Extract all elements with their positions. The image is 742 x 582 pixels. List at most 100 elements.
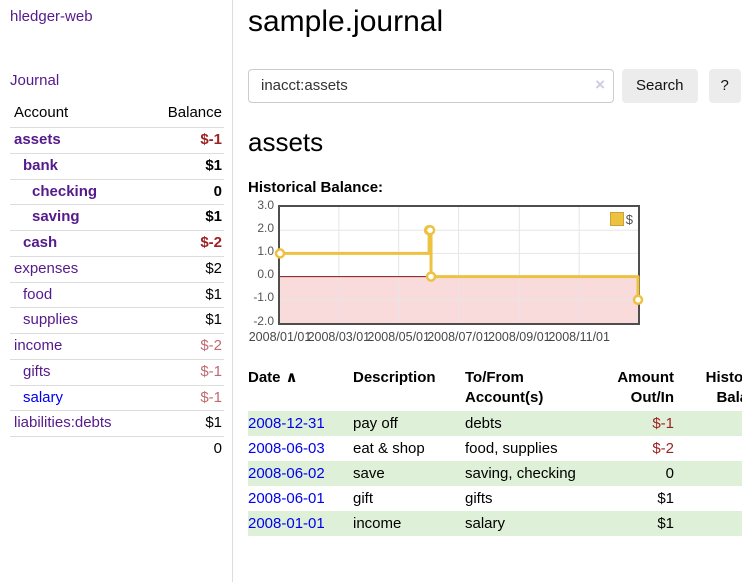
account-link-supplies[interactable]: supplies: [23, 311, 79, 329]
account-balance: $-1: [144, 385, 224, 412]
transaction-accounts: saving, checking: [465, 464, 576, 482]
y-axis-tick-label: -1.0: [253, 290, 274, 305]
account-row: assets $-1: [10, 127, 224, 154]
account-row: expenses $2: [10, 256, 224, 283]
account-link-cash[interactable]: cash: [23, 234, 58, 251]
transaction-date-link[interactable]: 2008-06-02: [248, 464, 325, 482]
register-header-label: Date: [248, 368, 281, 386]
transaction-date-link[interactable]: 2008-06-03: [248, 439, 325, 457]
account-balance: $1: [144, 153, 224, 180]
x-axis-tick-label: 2008/11/01: [548, 329, 610, 344]
account-balance: $-1: [144, 359, 224, 386]
register-table: Date ∧ Description To/From Account(s) Amount…: [248, 367, 742, 536]
sort-ascending-icon[interactable]: ∧: [285, 368, 298, 386]
account-link-food[interactable]: food: [23, 285, 53, 303]
account-row: bank $1: [10, 153, 224, 180]
transaction-description: pay off: [353, 414, 398, 432]
sidebar: hledger-web Journal Account Balance asse…: [0, 0, 233, 582]
search-box: ×: [248, 68, 614, 103]
y-axis-tick-label: 0.0: [257, 267, 274, 282]
register-header-row: Date ∧ Description To/From Account(s) Amount…: [248, 367, 742, 411]
transaction-amount: $1: [657, 514, 674, 532]
register-header-amount: Amount Out/In: [589, 367, 682, 411]
account-row: gifts $-1: [10, 359, 224, 386]
clear-search-icon[interactable]: ×: [595, 74, 605, 94]
transaction-date-link[interactable]: 2008-12-31: [248, 414, 325, 432]
register-header-date[interactable]: Date ∧: [248, 367, 353, 411]
register-header-description: Description: [353, 367, 465, 411]
account-balance: $1: [144, 204, 224, 231]
account-balance: $-2: [144, 333, 224, 360]
register-header-label: Historical Balance: [705, 368, 742, 406]
account-balance: $-1: [144, 127, 224, 154]
register-header-label: Amount Out/In: [617, 368, 674, 406]
account-row: checking 0: [10, 179, 224, 206]
accounts-header-row: Account Balance: [10, 102, 224, 128]
account-link-salary[interactable]: salary: [23, 388, 64, 406]
x-axis-tick-label: 2008/01/01: [248, 329, 312, 344]
account-balance: $1: [144, 410, 224, 437]
search-button[interactable]: Search: [622, 68, 698, 103]
chart-plot-area[interactable]: $: [274, 204, 644, 325]
account-balance: $1: [144, 307, 224, 334]
search-input[interactable]: [248, 68, 614, 103]
account-link-saving[interactable]: saving: [32, 208, 80, 226]
accounts-table: Account Balance assets $-1 bank $1 checking 0…: [10, 102, 224, 462]
transaction-accounts: food, supplies: [465, 439, 558, 457]
app-title-link[interactable]: hledger-web: [10, 8, 93, 25]
account-link-bank[interactable]: bank: [23, 156, 59, 174]
y-axis-tick-label: -2.0: [253, 313, 274, 328]
accounts-total-value: 0: [144, 435, 224, 462]
account-link-liabilities-debts[interactable]: liabilities:debts: [14, 414, 112, 432]
account-row: food $1: [10, 282, 224, 309]
transaction-amount: $-2: [652, 439, 674, 457]
transaction-description: save: [353, 464, 385, 482]
register-header-balance: Historical Balance: [682, 367, 742, 411]
y-axis-tick-label: 1.0: [257, 244, 274, 259]
transaction-description: income: [353, 514, 402, 532]
account-balance: $2: [144, 256, 224, 283]
account-balance: 0: [144, 179, 224, 206]
y-axis-tick-label: 2.0: [257, 220, 274, 235]
account-heading: assets: [248, 126, 324, 157]
accounts-header-balance: Balance: [144, 102, 224, 128]
transaction-date-link[interactable]: 2008-06-01: [248, 489, 325, 507]
y-axis-tick-label: 3.0: [257, 197, 274, 212]
account-link-expenses[interactable]: expenses: [14, 259, 79, 277]
page-title: sample.journal: [248, 5, 444, 38]
accounts-header-account: Account: [10, 102, 145, 128]
account-row: salary $-1: [10, 385, 224, 412]
search-form: × Search ?: [248, 68, 742, 103]
account-row: liabilities:debts $1: [10, 410, 224, 437]
historical-balance-chart: $ 3.0 2.0 1.0 0.0 -1.0 -2.0 2008/01/01 2008/03/…: [248, 198, 742, 351]
account-link-gifts[interactable]: gifts: [23, 362, 51, 380]
chart-legend: $: [608, 211, 634, 227]
account-link-income[interactable]: income: [14, 337, 63, 354]
account-row: saving $1: [10, 204, 224, 231]
x-axis-tick-label: 2008/03/01: [307, 329, 371, 344]
transaction-description: gift: [353, 489, 374, 507]
main-content: sample.journal × Search ? assets Histori…: [233, 0, 742, 582]
sidebar-item-journal[interactable]: Journal: [10, 72, 60, 89]
account-balance: $-2: [144, 230, 224, 257]
account-balance: $1: [144, 282, 224, 309]
transaction-description: eat & shop: [353, 439, 425, 457]
x-axis-tick-label: 2008/07/01: [427, 329, 490, 344]
account-row: supplies $1: [10, 307, 224, 334]
transaction-accounts: salary: [465, 514, 506, 532]
transaction-amount: $1: [657, 489, 674, 507]
help-button[interactable]: ?: [708, 68, 741, 103]
account-link-assets[interactable]: assets: [14, 131, 61, 148]
account-row: cash $-2: [10, 230, 224, 257]
transaction-date-link[interactable]: 2008-01-01: [248, 514, 325, 532]
legend-label: $: [625, 211, 633, 227]
register-header-label: Description: [353, 368, 436, 386]
chart-title: Historical Balance:: [248, 178, 384, 196]
account-link-checking[interactable]: checking: [32, 182, 98, 200]
